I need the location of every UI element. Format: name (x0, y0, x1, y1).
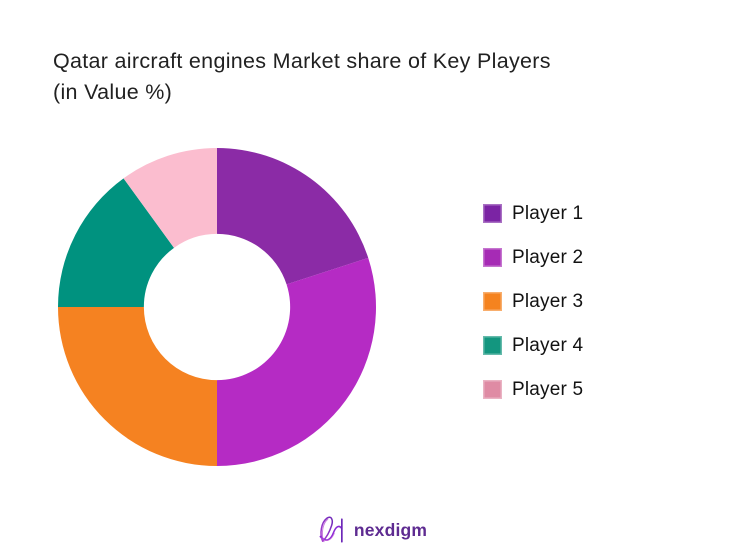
nexdigm-logo: nexdigm (0, 514, 744, 546)
legend-swatch-player-5 (483, 380, 502, 399)
legend-swatch-player-4 (483, 336, 502, 355)
legend-swatch-player-2 (483, 248, 502, 267)
chart-title-line-1: Qatar aircraft engines Market share of K… (53, 49, 551, 73)
chart-legend: Player 1 Player 2 Player 3 Player 4 Play… (483, 202, 584, 424)
legend-item-player-3: Player 3 (483, 290, 584, 312)
donut-chart-svg (58, 148, 376, 466)
chart-title-line-2: (in Value %) (53, 80, 173, 104)
donut-slice-player-1 (217, 148, 369, 285)
donut-slice-player-2 (217, 257, 376, 466)
donut-slice-player-4 (58, 178, 175, 307)
legend-label-player-3: Player 3 (512, 290, 584, 312)
nexdigm-logo-text: nexdigm (353, 519, 428, 540)
donut-chart (52, 142, 382, 472)
legend-swatch-player-1 (483, 204, 502, 223)
donut-slice-player-3 (58, 307, 217, 466)
legend-item-player-1: Player 1 (483, 202, 584, 224)
chart-title: Qatar aircraft engines Market share of K… (53, 46, 693, 108)
legend-swatch-player-3 (483, 292, 502, 311)
nexdigm-logo-mark-icon (319, 516, 343, 543)
legend-label-player-4: Player 4 (512, 334, 584, 356)
legend-item-player-5: Player 5 (483, 378, 584, 400)
legend-label-player-5: Player 5 (512, 378, 584, 400)
legend-label-player-1: Player 1 (512, 202, 584, 224)
legend-item-player-4: Player 4 (483, 334, 584, 356)
legend-label-player-2: Player 2 (512, 246, 584, 268)
legend-item-player-2: Player 2 (483, 246, 584, 268)
donut-slice-player-5 (123, 148, 217, 248)
